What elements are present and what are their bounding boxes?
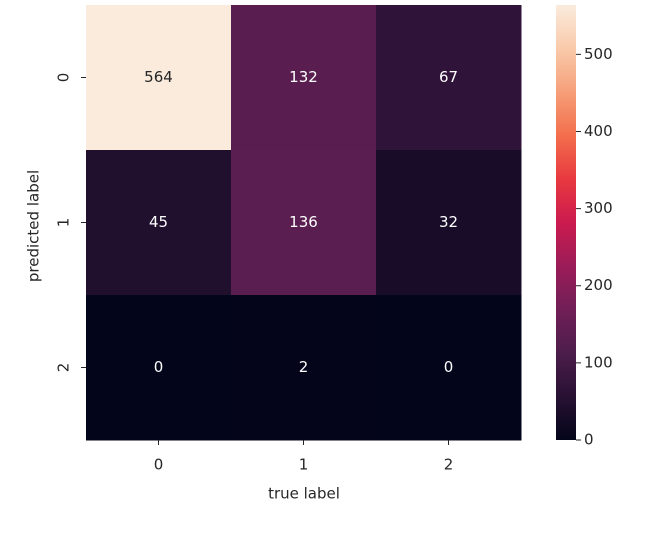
cell-value-label: 45 [149, 213, 168, 231]
cell-value-label: 2 [299, 358, 309, 376]
cell-value-label: 132 [289, 68, 318, 86]
x-axis-label: true label [268, 485, 340, 503]
heatmap-cell [376, 295, 522, 441]
heatmap-cell [231, 5, 377, 151]
colorbar [556, 5, 576, 440]
x-tick-label: 0 [154, 456, 164, 474]
heatmap-cell [86, 5, 232, 151]
cell-value-label: 32 [439, 213, 458, 231]
y-axis-label: predicted label [25, 170, 43, 282]
heatmap-cell [231, 295, 377, 441]
heatmap-cell [231, 150, 377, 296]
colorbar-tick-label: 300 [584, 199, 613, 217]
colorbar-tick-label: 400 [584, 122, 613, 140]
cell-value-label: 67 [439, 68, 458, 86]
heatmap-cell [86, 150, 232, 296]
y-tick-label: 0 [55, 73, 73, 83]
heatmap-cell [376, 5, 522, 151]
colorbar-tick-label: 500 [584, 45, 613, 63]
colorbar-tick-label: 200 [584, 276, 613, 294]
colorbar-tick-label: 0 [584, 431, 594, 449]
colorbar-tick-label: 100 [584, 353, 613, 371]
x-tick-label: 2 [444, 456, 454, 474]
x-tick-label: 1 [299, 456, 309, 474]
cell-value-label: 136 [289, 213, 318, 231]
cell-value-label: 0 [154, 358, 164, 376]
y-tick-label: 2 [55, 363, 73, 373]
y-tick-label: 1 [55, 218, 73, 228]
heatmap-cell [376, 150, 522, 296]
cell-value-label: 564 [144, 68, 173, 86]
cell-value-label: 0 [444, 358, 454, 376]
heatmap-cell [86, 295, 232, 441]
